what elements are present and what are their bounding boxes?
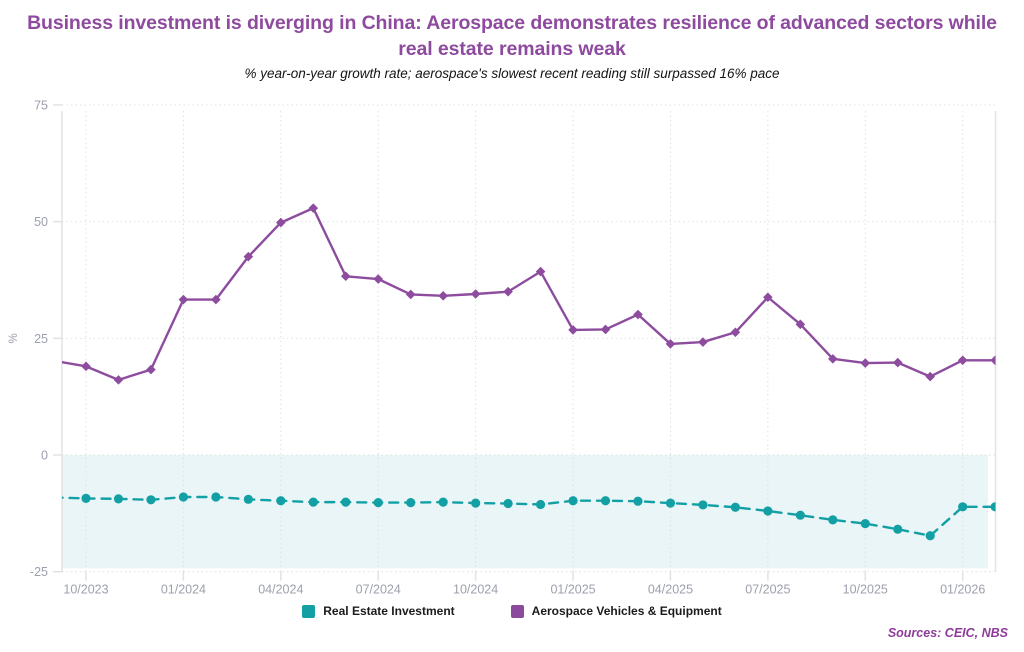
data-point-marker (730, 502, 741, 512)
data-point-marker (341, 497, 351, 507)
data-point-marker (276, 496, 286, 506)
data-point-marker (535, 266, 546, 277)
x-axis-tick-label: 04/2024 (258, 583, 303, 597)
data-point-marker (438, 497, 448, 507)
data-point-marker (633, 496, 643, 506)
data-point-marker (503, 286, 513, 297)
x-axis-tick-label: 10/2023 (63, 583, 108, 597)
real-estate-investment-series (49, 492, 996, 541)
data-point-marker (243, 494, 253, 504)
data-point-marker (49, 493, 58, 502)
data-point-marker (665, 498, 676, 508)
data-point-marker (113, 494, 124, 504)
data-point-marker (893, 524, 903, 534)
data-point-marker (470, 289, 481, 299)
data-point-marker (276, 217, 286, 228)
x-axis-tick-label: 04/2025 (648, 583, 693, 597)
data-point-marker (990, 502, 996, 512)
data-point-marker (81, 361, 91, 372)
data-point-marker (990, 355, 996, 366)
data-point-marker (373, 274, 384, 284)
data-point-marker (405, 289, 416, 300)
data-point-marker (698, 500, 708, 510)
data-point-marker (600, 324, 611, 335)
y-axis-tick-label: 50 (34, 215, 48, 229)
data-point-marker (243, 251, 254, 262)
chart-subtitle: % year-on-year growth rate; aerospace's … (244, 66, 780, 81)
data-point-marker (178, 492, 189, 502)
data-point-marker (828, 515, 838, 525)
x-axis-tick-label: 01/2026 (940, 583, 985, 597)
data-point-marker (828, 354, 838, 364)
y-axis-tick-label: 75 (34, 98, 48, 112)
data-point-marker (763, 506, 773, 516)
data-point-marker (535, 499, 546, 510)
x-axis-tick-label: 01/2025 (550, 583, 595, 597)
data-point-marker (146, 364, 156, 375)
data-point-marker (925, 371, 936, 382)
data-point-marker (568, 325, 578, 335)
legend-label-aerospace: Aerospace Vehicles & Equipment (531, 604, 722, 618)
aerospace-vehicles-equipment-series (49, 203, 996, 385)
legend-item-aerospace: Aerospace Vehicles & Equipment (510, 604, 722, 618)
data-point-marker (211, 492, 221, 502)
data-point-marker (958, 502, 968, 512)
x-axis-tick-label: 01/2024 (161, 583, 206, 597)
y-axis-tick-label: 0 (41, 449, 48, 463)
data-point-marker (471, 498, 481, 508)
data-point-marker (178, 294, 189, 305)
legend-swatch-real-estate (302, 604, 316, 618)
data-point-marker (406, 498, 416, 508)
data-point-marker (113, 375, 124, 385)
legend-swatch-aerospace (510, 604, 524, 618)
data-point-marker (633, 309, 643, 320)
legend: Real Estate Investment Aerospace Vehicle… (0, 604, 1024, 618)
aerospace-vehicles-equipment-line (62, 206, 996, 382)
x-axis-tick-label: 07/2024 (356, 583, 401, 597)
data-point-marker (211, 294, 221, 305)
data-point-marker (373, 498, 383, 508)
y-axis-tick-label: 25 (34, 332, 48, 346)
data-point-marker (730, 327, 741, 338)
x-axis-tick-label: 07/2025 (745, 583, 790, 597)
data-point-marker (795, 319, 806, 330)
real-estate-investment-line (62, 495, 996, 537)
x-axis-tick-label: 10/2025 (843, 583, 888, 597)
data-point-marker (925, 531, 935, 541)
data-point-marker (892, 357, 903, 368)
y-axis-title: % (8, 333, 20, 343)
legend-item-real-estate: Real Estate Investment (302, 604, 455, 618)
data-point-marker (600, 496, 611, 506)
y-axis-tick-label: -25 (30, 565, 48, 579)
legend-label-real-estate: Real Estate Investment (323, 604, 455, 618)
data-point-marker (860, 519, 870, 529)
data-point-marker (665, 339, 676, 349)
data-point-marker (503, 498, 513, 509)
data-point-marker (568, 496, 578, 506)
data-point-marker (308, 203, 319, 213)
data-point-marker (308, 497, 318, 507)
data-point-marker (438, 291, 448, 301)
data-point-marker (698, 337, 708, 347)
data-point-marker (795, 510, 805, 520)
data-point-marker (146, 495, 156, 505)
sources-note: Sources: CEIC, NBS (887, 626, 1008, 640)
data-point-marker (763, 292, 773, 303)
x-axis-tick-label: 10/2024 (453, 583, 498, 597)
data-point-marker (340, 271, 351, 282)
chart-title: Business investment is diverging in Chin… (27, 12, 997, 60)
data-point-marker (49, 356, 59, 366)
negative-band (62, 455, 988, 569)
data-point-marker (957, 355, 968, 366)
data-point-marker (860, 358, 871, 368)
data-point-marker (81, 493, 91, 504)
